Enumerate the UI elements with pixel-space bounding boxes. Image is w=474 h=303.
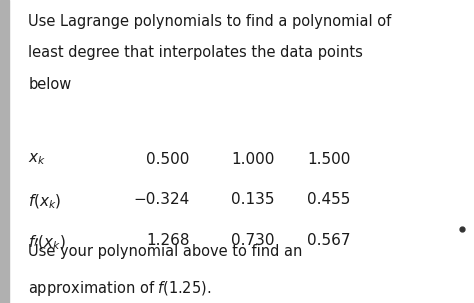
Text: 1.268: 1.268 bbox=[146, 233, 190, 248]
Text: 0.455: 0.455 bbox=[307, 192, 351, 208]
Text: 0.730: 0.730 bbox=[231, 233, 275, 248]
Text: Use Lagrange polynomials to find a polynomial of: Use Lagrange polynomials to find a polyn… bbox=[28, 14, 392, 29]
Text: below: below bbox=[28, 77, 72, 92]
Text: $f(x_k)$: $f(x_k)$ bbox=[28, 192, 62, 211]
Text: −0.324: −0.324 bbox=[133, 192, 190, 208]
Bar bbox=[0, 0, 9, 303]
Text: 1.500: 1.500 bbox=[307, 152, 351, 167]
Text: 1.000: 1.000 bbox=[231, 152, 275, 167]
Text: $f\prime(x_k)$: $f\prime(x_k)$ bbox=[28, 233, 66, 252]
Text: 0.500: 0.500 bbox=[146, 152, 190, 167]
Text: Use your polynomial above to find an: Use your polynomial above to find an bbox=[28, 244, 303, 259]
Text: approximation of $f(1.25)$.: approximation of $f(1.25)$. bbox=[28, 279, 212, 298]
Text: $x_k$: $x_k$ bbox=[28, 152, 46, 167]
Text: least degree that interpolates the data points: least degree that interpolates the data … bbox=[28, 45, 363, 61]
Text: 0.135: 0.135 bbox=[231, 192, 275, 208]
Text: 0.567: 0.567 bbox=[307, 233, 351, 248]
